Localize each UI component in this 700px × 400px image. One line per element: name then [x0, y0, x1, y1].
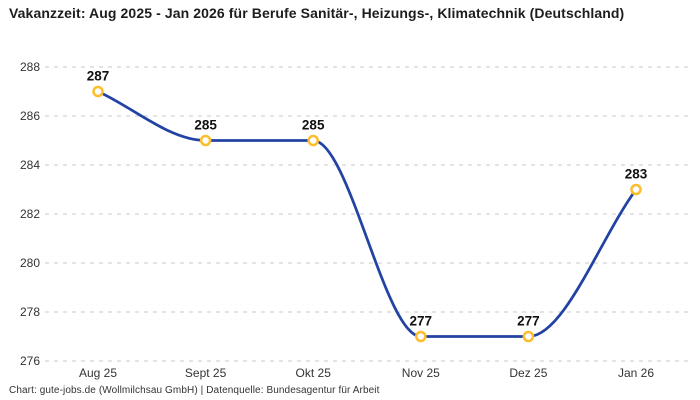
- data-point-marker-Sept 25[interactable]: [199, 134, 212, 147]
- data-point-marker-Jan 26[interactable]: [630, 183, 642, 196]
- data-point-label: 285: [194, 118, 217, 133]
- data-point-marker-Nov 25[interactable]: [415, 330, 427, 343]
- chart-title: Vakanzzeit: Aug 2025 - Jan 2026 für Beru…: [9, 5, 625, 21]
- y-axis-tick-label: 286: [20, 109, 40, 123]
- y-axis-tick-label: 276: [20, 354, 40, 368]
- data-point-label: 277: [410, 314, 433, 329]
- data-point-label: 285: [302, 118, 325, 133]
- data-point-marker-Dez 25[interactable]: [522, 330, 535, 343]
- series-line-vakanzzeit: [96, 90, 638, 338]
- data-point-label: 277: [517, 314, 540, 329]
- x-axis-tick-label: Aug 25: [79, 366, 117, 380]
- data-point-marker-Okt 25[interactable]: [307, 134, 319, 147]
- data-point-marker-Aug 25[interactable]: [92, 85, 104, 98]
- y-axis-tick-label: 284: [20, 158, 40, 172]
- x-axis-tick-label: Dez 25: [509, 366, 547, 380]
- chart-footer-credit: Chart: gute-jobs.de (Wollmilchsau GmbH) …: [9, 385, 380, 396]
- y-axis-tick-label: 280: [20, 256, 40, 270]
- x-axis-tick-label: Nov 25: [402, 366, 440, 380]
- y-axis-tick-label: 282: [20, 207, 40, 221]
- y-axis-tick-label: 288: [20, 60, 40, 74]
- x-axis-tick-label: Okt 25: [296, 366, 332, 380]
- data-point-label: 283: [625, 167, 648, 182]
- y-axis-tick-label: 278: [20, 305, 40, 319]
- data-point-label: 287: [87, 69, 110, 84]
- x-axis-tick-label: Jan 26: [618, 366, 654, 380]
- x-axis-tick-label: Sept 25: [185, 366, 227, 380]
